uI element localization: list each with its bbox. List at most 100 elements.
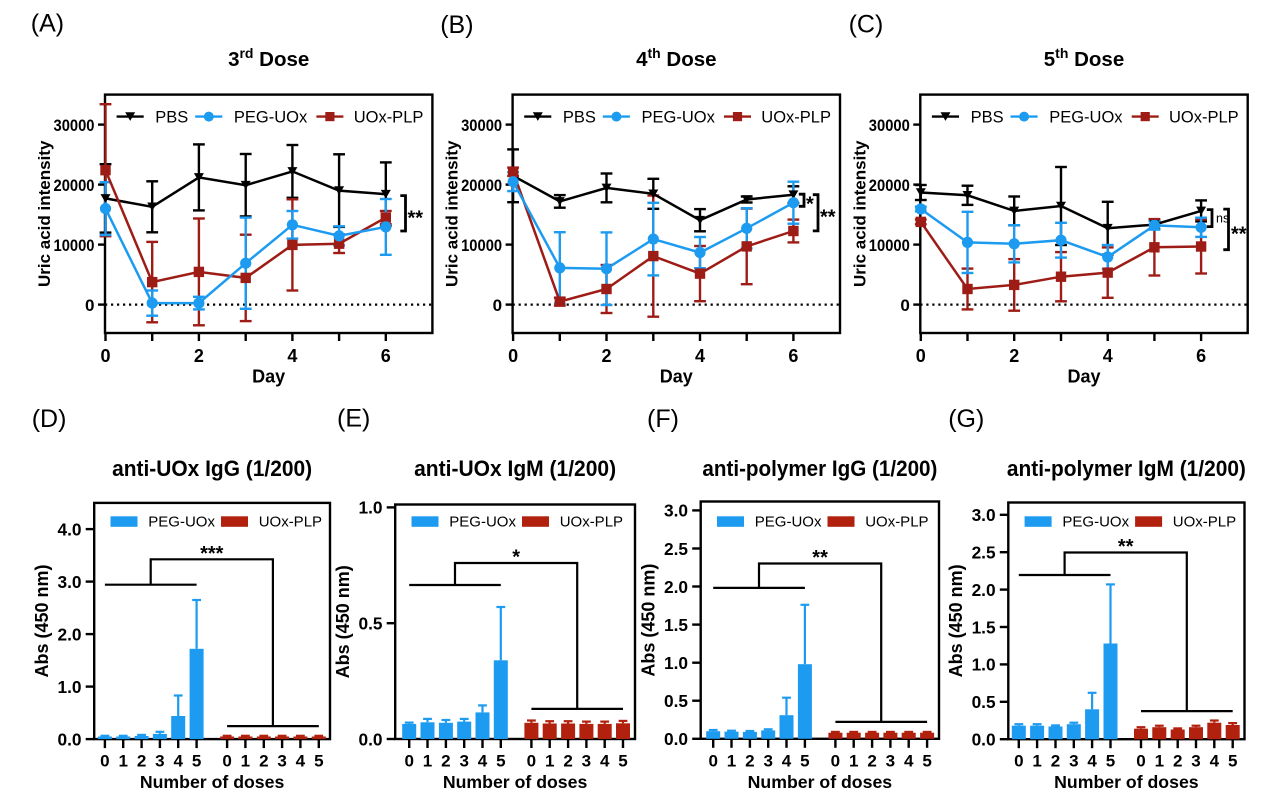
- svg-text:30000: 30000: [54, 116, 95, 135]
- svg-text:1.0: 1.0: [664, 653, 688, 673]
- svg-text:2.0: 2.0: [57, 624, 81, 644]
- svg-text:**: **: [1118, 536, 1134, 558]
- svg-text:**: **: [820, 207, 836, 229]
- svg-text:4: 4: [478, 752, 488, 771]
- svg-text:20000: 20000: [869, 176, 910, 195]
- svg-text:1: 1: [545, 752, 554, 771]
- svg-text:(A): (A): [31, 9, 64, 37]
- svg-text:2: 2: [601, 346, 611, 366]
- svg-text:1.0: 1.0: [57, 677, 81, 697]
- svg-text:4: 4: [904, 751, 914, 770]
- svg-text:4: 4: [173, 752, 183, 771]
- svg-text:(F): (F): [647, 405, 679, 433]
- svg-text:PEG-UOx: PEG-UOx: [1062, 513, 1129, 530]
- svg-text:0.0: 0.0: [664, 729, 688, 749]
- svg-text:Uric acid intensity: Uric acid intensity: [35, 140, 54, 287]
- svg-text:10000: 10000: [869, 236, 910, 255]
- svg-text:Uric acid intensity: Uric acid intensity: [443, 140, 462, 287]
- svg-text:1: 1: [241, 752, 250, 771]
- svg-text:0: 0: [900, 296, 909, 315]
- svg-text:4th Dose: 4th Dose: [636, 45, 716, 71]
- svg-text:1: 1: [1155, 752, 1164, 771]
- svg-text:(C): (C): [849, 11, 884, 39]
- svg-text:5: 5: [800, 751, 809, 770]
- svg-text:**: **: [1231, 223, 1247, 245]
- svg-text:2: 2: [563, 752, 572, 771]
- svg-text:2.0: 2.0: [664, 577, 688, 597]
- svg-text:0.5: 0.5: [972, 692, 996, 712]
- svg-text:5th Dose: 5th Dose: [1044, 45, 1124, 71]
- svg-text:4: 4: [1210, 752, 1220, 771]
- svg-text:1: 1: [727, 751, 736, 770]
- svg-text:PBS: PBS: [155, 109, 188, 127]
- svg-text:5: 5: [922, 751, 931, 770]
- svg-text:UOx-PLP: UOx-PLP: [1173, 513, 1236, 530]
- svg-text:2: 2: [1009, 346, 1019, 366]
- svg-text:0: 0: [100, 752, 109, 771]
- svg-text:2.0: 2.0: [972, 580, 996, 600]
- svg-text:5: 5: [1106, 752, 1115, 771]
- svg-text:10000: 10000: [54, 236, 95, 255]
- svg-text:(G): (G): [948, 405, 984, 433]
- svg-text:Number of doses: Number of doses: [1054, 772, 1199, 792]
- svg-text:Number of doses: Number of doses: [748, 772, 893, 792]
- svg-text:3: 3: [1191, 752, 1200, 771]
- svg-text:3: 3: [886, 751, 895, 770]
- svg-text:3.0: 3.0: [664, 501, 688, 521]
- svg-text:0: 0: [404, 752, 413, 771]
- svg-text:2: 2: [1051, 752, 1060, 771]
- svg-text:PBS: PBS: [563, 109, 596, 127]
- svg-text:2: 2: [194, 346, 204, 366]
- svg-text:UOx-PLP: UOx-PLP: [761, 109, 831, 127]
- svg-text:4.0: 4.0: [57, 519, 81, 539]
- svg-text:6: 6: [1196, 346, 1206, 366]
- svg-text:2: 2: [745, 751, 754, 770]
- svg-text:0.0: 0.0: [358, 729, 382, 749]
- svg-text:PEG-UOx: PEG-UOx: [642, 109, 716, 127]
- svg-text:2: 2: [1173, 752, 1182, 771]
- svg-text:3: 3: [459, 752, 468, 771]
- svg-text:1.5: 1.5: [664, 615, 688, 635]
- svg-text:1.0: 1.0: [972, 655, 996, 675]
- svg-text:3: 3: [155, 752, 164, 771]
- svg-text:4: 4: [600, 752, 610, 771]
- svg-text:2: 2: [137, 752, 146, 771]
- svg-text:10000: 10000: [461, 236, 502, 255]
- svg-text:UOx-PLP: UOx-PLP: [354, 109, 424, 127]
- svg-text:Abs (450 nm): Abs (450 nm): [638, 564, 658, 677]
- svg-text:anti-UOx IgG (1/200): anti-UOx IgG (1/200): [112, 456, 312, 481]
- svg-text:**: **: [408, 208, 424, 230]
- svg-text:2: 2: [441, 752, 450, 771]
- svg-text:0: 0: [222, 752, 231, 771]
- svg-text:0: 0: [708, 751, 717, 770]
- svg-text:0: 0: [493, 296, 502, 315]
- svg-text:Abs (450 nm): Abs (450 nm): [32, 564, 52, 677]
- svg-text:4: 4: [1087, 752, 1097, 771]
- svg-text:2.5: 2.5: [972, 543, 996, 563]
- svg-text:3.0: 3.0: [57, 572, 81, 592]
- svg-text:0: 0: [85, 296, 94, 315]
- svg-text:3: 3: [277, 752, 286, 771]
- svg-text:5: 5: [496, 752, 505, 771]
- svg-text:3rd Dose: 3rd Dose: [228, 45, 309, 71]
- svg-text:UOx-PLP: UOx-PLP: [560, 513, 623, 530]
- svg-text:(B): (B): [440, 11, 473, 39]
- svg-text:***: ***: [200, 543, 224, 565]
- svg-text:5: 5: [314, 752, 323, 771]
- svg-text:Abs (450 nm): Abs (450 nm): [946, 564, 966, 677]
- svg-text:PEG-UOx: PEG-UOx: [234, 109, 308, 127]
- svg-text:Day: Day: [252, 367, 285, 387]
- svg-text:Day: Day: [1067, 367, 1100, 387]
- svg-text:0.5: 0.5: [358, 614, 382, 634]
- svg-text:Day: Day: [660, 367, 693, 387]
- svg-text:0: 0: [100, 346, 110, 366]
- svg-text:1: 1: [1032, 752, 1041, 771]
- svg-text:5: 5: [192, 752, 201, 771]
- svg-text:4: 4: [782, 751, 792, 770]
- svg-text:1: 1: [849, 751, 858, 770]
- svg-text:30000: 30000: [461, 116, 502, 135]
- svg-text:Abs (450 nm): Abs (450 nm): [333, 565, 353, 678]
- svg-text:(D): (D): [32, 405, 67, 433]
- svg-text:(E): (E): [337, 405, 370, 433]
- svg-text:1: 1: [118, 752, 127, 771]
